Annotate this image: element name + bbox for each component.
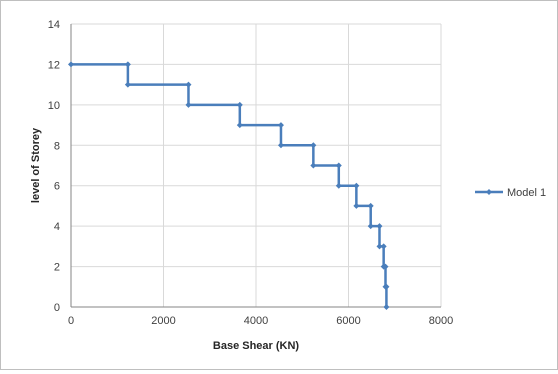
x-tick-label-4000: 4000	[244, 315, 268, 327]
data-point-0-11	[335, 162, 342, 169]
legend-marker-model-1	[486, 189, 492, 195]
data-point-0-4	[185, 101, 192, 108]
data-point-0-10	[310, 162, 317, 169]
data-point-0-6	[236, 122, 243, 129]
data-point-0-9	[310, 142, 317, 149]
data-point-0-19	[380, 243, 387, 250]
data-point-0-13	[353, 182, 360, 189]
data-point-0-7	[277, 122, 284, 129]
y-tick-label-6: 6	[54, 181, 60, 193]
data-point-0-5	[236, 101, 243, 108]
y-tick-label-8: 8	[54, 140, 60, 152]
data-point-0-23	[383, 283, 390, 290]
data-point-0-15	[367, 202, 374, 209]
data-point-0-0	[68, 61, 74, 68]
y-tick-label-14: 14	[48, 19, 60, 31]
series-layer	[68, 61, 390, 310]
data-point-0-12	[335, 182, 342, 189]
data-point-0-14	[353, 202, 360, 209]
data-point-0-16	[367, 223, 374, 230]
x-tick-label-2000: 2000	[151, 315, 175, 327]
x-axis-title: Base Shear (KN)	[213, 340, 300, 352]
y-tick-label-2: 2	[54, 262, 60, 274]
legend: Model 1	[475, 187, 546, 199]
y-tick-label-4: 4	[54, 221, 60, 233]
x-tick-label-8000: 8000	[429, 315, 453, 327]
y-axis-title: level of Storey	[30, 127, 42, 203]
data-point-0-8	[277, 142, 284, 149]
legend-label-model-1: Model 1	[507, 187, 546, 199]
y-tick-label-12: 12	[48, 59, 60, 71]
x-tick-label-6000: 6000	[336, 315, 360, 327]
data-point-0-3	[185, 81, 192, 88]
y-tick-label-0: 0	[54, 302, 60, 314]
axes	[70, 24, 441, 308]
x-tick-label-0: 0	[68, 315, 74, 327]
y-tick-label-10: 10	[48, 100, 60, 112]
data-point-0-21	[382, 263, 389, 270]
data-point-0-18	[376, 243, 383, 250]
data-point-0-1	[124, 61, 131, 68]
data-point-0-17	[376, 223, 383, 230]
grid-lines	[70, 23, 442, 308]
data-point-0-24	[383, 304, 390, 310]
tick-labels: 0 2 4 6 8 10 12 14 0 2000 4000 6000 8000	[48, 19, 453, 327]
data-point-0-2	[124, 81, 131, 88]
